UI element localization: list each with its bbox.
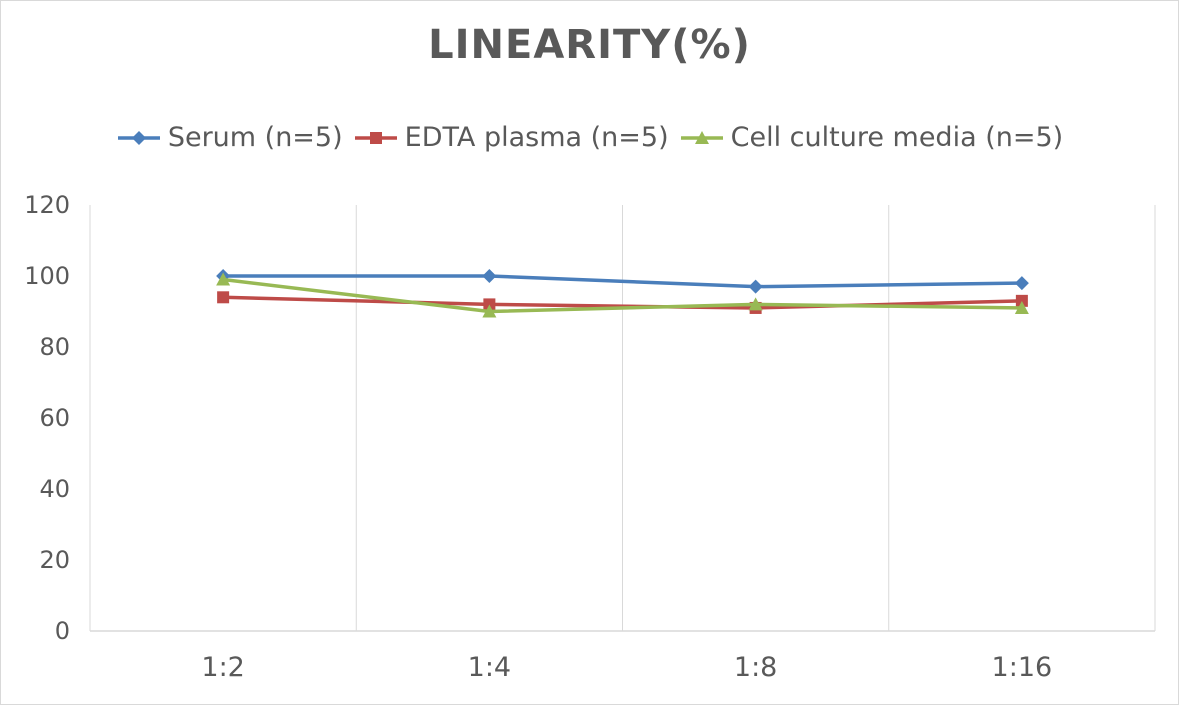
data-point — [483, 298, 496, 311]
legend-marker — [131, 130, 146, 145]
chart-title: LINEARITY(%) — [428, 22, 751, 68]
y-tick-label: 20 — [39, 546, 70, 574]
x-tick-label: 1:4 — [468, 652, 511, 683]
x-tick-label: 1:8 — [734, 652, 777, 683]
y-tick-label: 0 — [55, 617, 70, 645]
legend-item: Serum (n=5) — [116, 122, 343, 153]
data-point — [217, 291, 230, 304]
legend-label: Cell culture media (n=5) — [730, 122, 1064, 153]
legend-marker-icon — [680, 130, 723, 144]
legend: Serum (n=5) EDTA plasma (n=5) Cell culture… — [0, 122, 1179, 153]
series-line — [222, 277, 1022, 314]
legend-label: EDTA plasma (n=5) — [404, 122, 669, 153]
legend-marker — [694, 130, 709, 144]
y-tick-label: 120 — [24, 191, 70, 219]
y-tick-label: 40 — [39, 475, 70, 503]
legend-label: Serum (n=5) — [167, 122, 343, 153]
data-point — [1014, 276, 1029, 291]
legend-marker-icon — [354, 131, 397, 144]
legend-item: Cell culture media (n=5) — [679, 122, 1064, 153]
x-tick-label: 1:16 — [992, 652, 1053, 683]
data-point — [216, 272, 231, 286]
series-line — [223, 274, 1022, 289]
data-point — [748, 279, 763, 294]
legend-marker-icon — [117, 130, 160, 145]
data-point — [1014, 300, 1029, 314]
legend-marker — [369, 131, 382, 144]
data-point — [1015, 294, 1028, 307]
y-tick-label: 100 — [24, 262, 70, 290]
series-2 — [216, 272, 1029, 318]
x-tick-label: 1:2 — [201, 652, 244, 683]
data-point — [748, 297, 763, 311]
data-point — [482, 304, 497, 318]
y-tick-label: 80 — [39, 333, 70, 361]
data-point — [482, 269, 497, 283]
y-tick-label: 60 — [39, 404, 70, 432]
legend-item: EDTA plasma (n=5) — [353, 122, 669, 153]
series-line — [223, 295, 1022, 310]
